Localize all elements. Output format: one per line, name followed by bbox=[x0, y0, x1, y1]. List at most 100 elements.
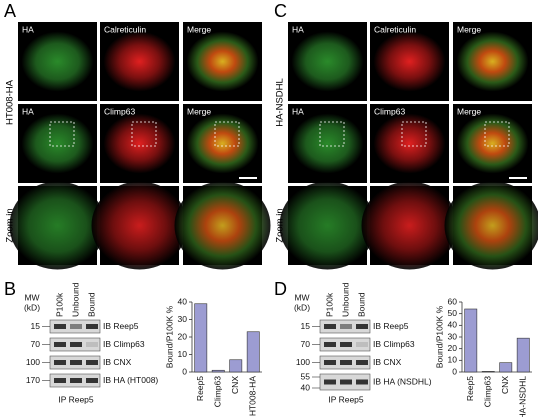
zoom-signal bbox=[279, 181, 376, 270]
panel-letter: B bbox=[4, 279, 16, 299]
panel-letter: C bbox=[274, 1, 287, 21]
zoom-box bbox=[214, 121, 240, 147]
mw-marker: 70 bbox=[31, 339, 41, 349]
zoom-box bbox=[131, 121, 157, 147]
blot-band bbox=[54, 342, 66, 347]
bar bbox=[246, 331, 260, 373]
y-tick-label: 10 bbox=[448, 355, 458, 365]
channel-label: Climp63 bbox=[104, 106, 135, 116]
cell-signal bbox=[21, 31, 94, 92]
x-tick-label: Reep5 bbox=[195, 376, 205, 401]
x-tick-label: HT008-HA bbox=[248, 376, 258, 416]
blot-band bbox=[70, 360, 82, 365]
cell-signal bbox=[456, 113, 529, 174]
y-tick-label: 40 bbox=[178, 296, 188, 306]
blot-label: IB Reep5 bbox=[103, 321, 139, 331]
zoom-signal bbox=[444, 181, 538, 270]
side-label: Zoom in bbox=[5, 208, 16, 242]
cell-signal bbox=[186, 31, 259, 92]
mw-unit: (kD) bbox=[24, 302, 40, 312]
blot-label: IB HA (NSDHL) bbox=[373, 376, 432, 386]
bar bbox=[211, 369, 225, 373]
blot-band bbox=[324, 342, 336, 347]
lane-label: Bound bbox=[356, 292, 366, 317]
channel-label: Calreticulin bbox=[374, 24, 416, 34]
zoom-signal bbox=[361, 181, 458, 270]
mw-label: MW bbox=[24, 292, 39, 302]
y-tick-label: 40 bbox=[448, 320, 458, 330]
x-tick-label: HA-NSDHL bbox=[518, 376, 528, 417]
y-tick-label: 30 bbox=[178, 314, 188, 324]
bar bbox=[516, 337, 530, 373]
bar bbox=[464, 308, 478, 373]
y-tick-label: 20 bbox=[448, 343, 458, 353]
cell-signal bbox=[291, 113, 364, 174]
blot-band bbox=[54, 324, 66, 329]
mw-label: MW bbox=[294, 292, 309, 302]
blot-band bbox=[54, 360, 66, 365]
mw-unit: (kD) bbox=[294, 302, 310, 312]
x-tick-label: Climp63 bbox=[483, 376, 493, 407]
channel-label: HA bbox=[22, 106, 34, 116]
blot-band bbox=[70, 324, 82, 329]
blot-band bbox=[340, 342, 352, 347]
zoom-signal bbox=[9, 181, 106, 270]
bar bbox=[481, 371, 495, 373]
blot-label: IB Reep5 bbox=[373, 321, 409, 331]
blot-band bbox=[70, 378, 82, 383]
ip-label: IP Reep5 bbox=[58, 394, 94, 404]
mw-marker: 15 bbox=[301, 321, 311, 331]
blot-band bbox=[86, 360, 98, 365]
ip-label: IP Reep5 bbox=[328, 394, 364, 404]
zoom-signal bbox=[174, 181, 271, 270]
zoom-box bbox=[484, 121, 510, 147]
cell-signal bbox=[373, 113, 446, 174]
blot-band bbox=[340, 324, 352, 329]
mw-marker: 15 bbox=[31, 321, 41, 331]
channel-label: Merge bbox=[457, 106, 481, 116]
bar bbox=[499, 362, 513, 373]
blot-band bbox=[356, 360, 368, 365]
zoom-box bbox=[319, 121, 345, 147]
panel-letter: D bbox=[274, 279, 287, 299]
panel-letter: A bbox=[4, 1, 16, 21]
lane-label: Bound bbox=[86, 292, 96, 317]
bar bbox=[229, 359, 243, 373]
cell-signal bbox=[186, 113, 259, 174]
channel-label: HA bbox=[22, 24, 34, 34]
zoom-box bbox=[49, 121, 75, 147]
x-tick-label: CNX bbox=[230, 376, 240, 394]
blot-band bbox=[324, 360, 336, 365]
channel-label: Calreticulin bbox=[104, 24, 146, 34]
channel-label: Merge bbox=[187, 106, 211, 116]
y-tick-label: 50 bbox=[448, 308, 458, 318]
blot-label: IB HA (HT008) bbox=[103, 375, 158, 385]
blot-label: IB Climp63 bbox=[103, 339, 145, 349]
bar bbox=[194, 303, 208, 373]
blot-band bbox=[356, 342, 368, 347]
zoom-signal bbox=[91, 181, 188, 270]
channel-label: Merge bbox=[457, 24, 481, 34]
blot-band bbox=[324, 379, 336, 385]
blot-band bbox=[324, 324, 336, 329]
zoom-box bbox=[401, 121, 427, 147]
blot-band bbox=[356, 379, 368, 385]
y-tick-label: 0 bbox=[452, 366, 457, 376]
x-tick-label: Reep5 bbox=[465, 376, 475, 401]
cell-signal bbox=[103, 31, 176, 92]
mw-marker: 55 bbox=[301, 371, 311, 381]
blot-band bbox=[86, 342, 98, 347]
lane-label: P100k bbox=[54, 292, 64, 317]
mw-marker: 70 bbox=[301, 339, 311, 349]
blot-band bbox=[54, 378, 66, 383]
blot-band bbox=[86, 378, 98, 383]
mw-marker: 40 bbox=[301, 382, 311, 392]
x-tick-label: Climp63 bbox=[213, 376, 223, 407]
blot-label: IB Climp63 bbox=[373, 339, 415, 349]
lane-label: Unbound bbox=[70, 282, 80, 317]
y-tick-label: 0 bbox=[182, 366, 187, 376]
blot-band bbox=[340, 379, 352, 385]
side-label: HA-NSDHL bbox=[275, 78, 286, 127]
y-tick-label: 30 bbox=[448, 331, 458, 341]
y-tick-label: 10 bbox=[178, 349, 188, 359]
